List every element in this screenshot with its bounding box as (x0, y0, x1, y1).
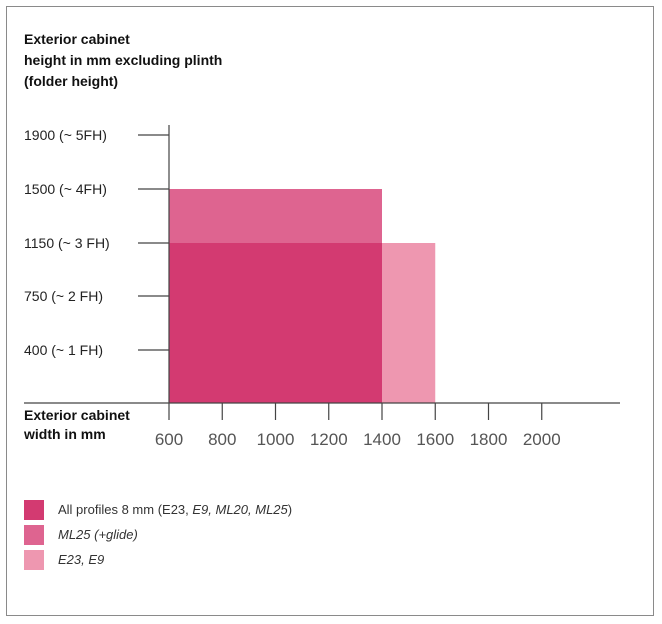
x-axis-title-line-1: Exterior cabinet (24, 407, 130, 423)
legend-label-0-part-0: All profiles 8 mm (E23, (58, 502, 193, 517)
axes-group (24, 125, 620, 404)
x-tick-label-4: 1400 (363, 430, 401, 449)
y-axis-title-line-2: height in mm excluding plinth (24, 52, 223, 68)
x-axis-title-line-2: width in mm (24, 426, 106, 442)
x-ticks-group: 600 800 1000 1200 1400 1600 1800 2000 (155, 403, 561, 449)
y-tick-label-0: 400 (~ 1 FH) (24, 342, 103, 358)
y-tick-label-1: 750 (~ 2 FH) (24, 288, 103, 304)
x-tick-label-2: 1000 (257, 430, 295, 449)
y-tick-label-4: 1900 (~ 5FH) (24, 127, 107, 143)
y-axis-title-line-3: (folder height) (24, 73, 119, 89)
x-axis-title: Exterior cabinet width in mm (24, 406, 130, 444)
legend-label-1: ML25 (+glide) (58, 527, 138, 542)
legend-label-0: All profiles 8 mm (E23, E9, ML20, ML25) (58, 502, 292, 517)
bars-group (169, 189, 436, 403)
x-tick-label-7: 2000 (523, 430, 561, 449)
legend-label-2-part-0: E23, E9 (58, 552, 105, 567)
legend-swatch-2 (24, 550, 44, 570)
bar-series-0 (169, 189, 382, 243)
y-tick-label-2: 1150 (~ 3 FH) (24, 235, 110, 251)
x-tick-label-6: 1800 (470, 430, 508, 449)
legend-label-0-part-2: ) (287, 502, 293, 517)
legend-swatch-1 (24, 525, 44, 545)
y-axis-title: Exterior cabinet height in mm excluding … (24, 29, 222, 92)
chart-frame (6, 6, 654, 616)
legend-swatch-0 (24, 500, 44, 520)
x-tick-label-5: 1600 (416, 430, 454, 449)
legend-label-0-part-1: E9, ML20, ML25 (192, 502, 288, 517)
y-tick-label-3: 1500 (~ 4FH) (24, 181, 107, 197)
y-axis-title-line-1: Exterior cabinet (24, 31, 130, 47)
bar-series-2 (169, 243, 382, 403)
legend-label-2: E23, E9 (58, 552, 104, 567)
y-ticks-group: 400 (~ 1 FH) 750 (~ 2 FH) 1150 (~ 3 FH) 150… (24, 127, 169, 358)
x-tick-label-0: 600 (155, 430, 183, 449)
legend-label-1-part-0: ML25 (+glide) (58, 527, 138, 542)
x-tick-label-3: 1200 (310, 430, 348, 449)
x-tick-label-1: 800 (208, 430, 236, 449)
bar-series-1 (382, 243, 436, 403)
